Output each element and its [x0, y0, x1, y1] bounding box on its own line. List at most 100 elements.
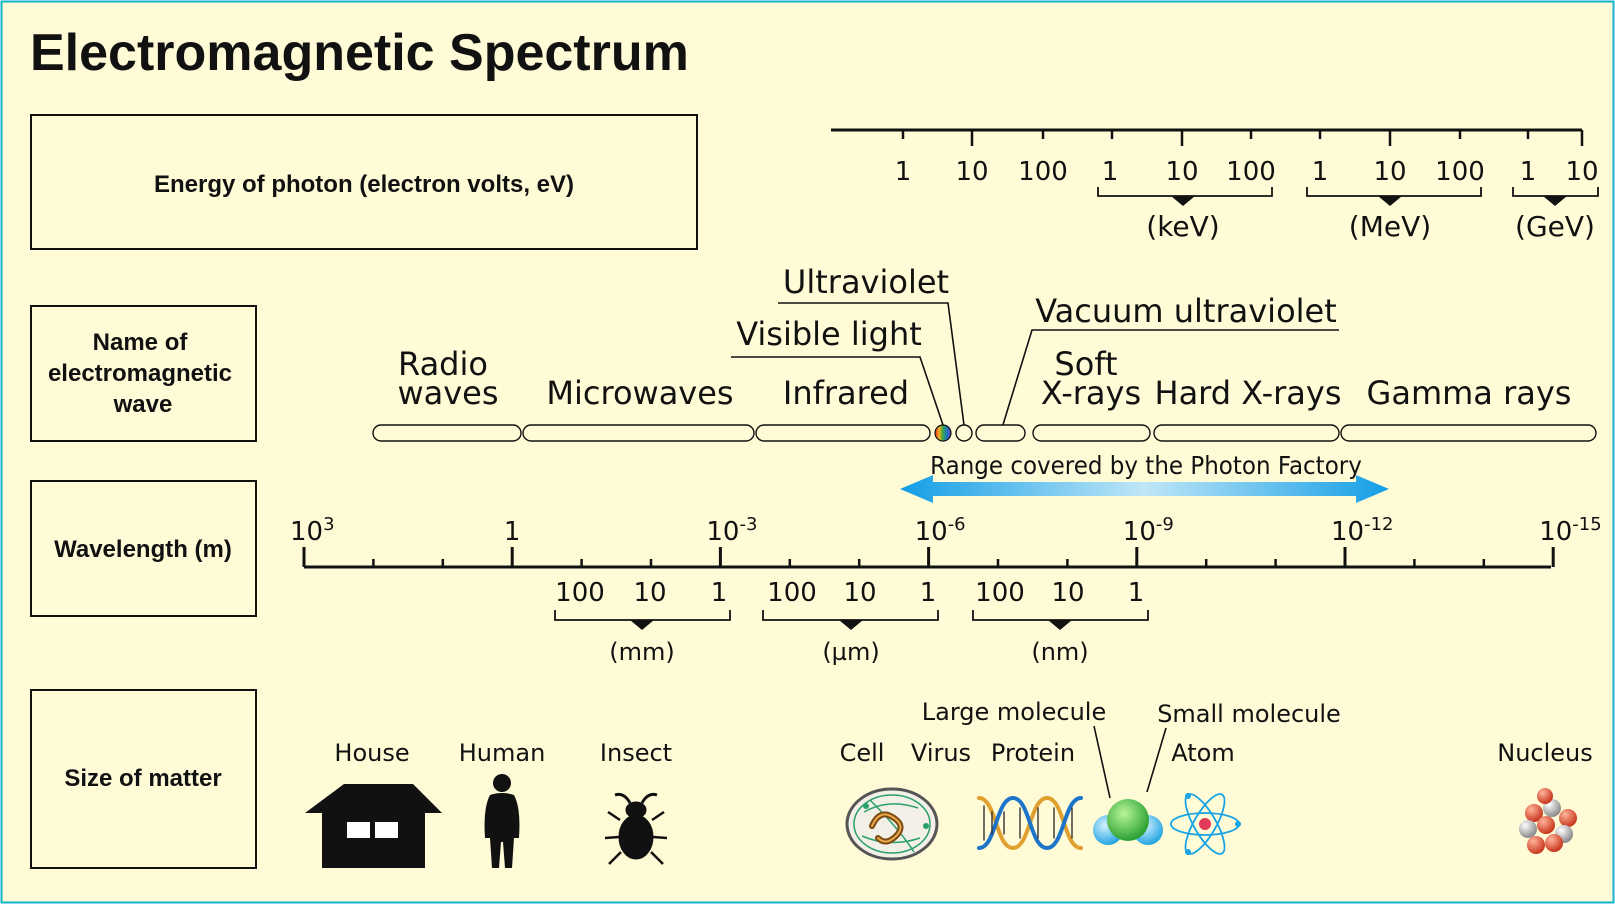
- energy-ticks: [901, 130, 1584, 146]
- wavelength-major-label: 10-6: [915, 514, 966, 547]
- photon-factory-label: Range covered by the Photon Factory: [930, 451, 1362, 480]
- wavelength-major-label: 1: [504, 517, 521, 547]
- energy-bracket-pointer: [1171, 196, 1195, 206]
- small-molecule-leader: [1146, 727, 1167, 793]
- wavelength-mantissa: 10: [290, 517, 323, 547]
- name-label-box: [30, 305, 257, 442]
- wavelength-sub-labels: 100 10 1 100 10 1 100 10 1: [555, 578, 1144, 608]
- ultraviolet-label: Ultraviolet: [783, 263, 949, 301]
- energy-tick-label: 1: [1520, 157, 1537, 187]
- visible-light-label: Visible light: [736, 315, 922, 353]
- wavelength-exponent: -9: [1156, 514, 1174, 535]
- wavelength-sub-label: 10: [633, 578, 666, 608]
- energy-unit-label: (keV): [1146, 210, 1219, 243]
- soft-xrays-label-1: Soft: [1054, 345, 1117, 383]
- wavelength-major-labels: 103 1 10-3 10-6 10-9 10-12 10-15: [290, 514, 1602, 547]
- energy-tick-label: 1: [1312, 157, 1329, 187]
- house-icon: [305, 784, 442, 868]
- gamma-rays-band: [1340, 424, 1597, 442]
- wavelength-sub-label: 1: [920, 578, 937, 608]
- energy-bracket-pointer: [1543, 196, 1567, 206]
- wavelength-sub-label: 10: [843, 578, 876, 608]
- wavelength-exponent: -3: [739, 514, 757, 535]
- large-molecule-label: Large molecule: [922, 698, 1107, 726]
- energy-row-label: Energy of photon (electron volts, eV): [154, 171, 574, 198]
- vacuum-ultraviolet-band: [975, 424, 1026, 442]
- photon-factory-range-arrow: [900, 475, 1389, 503]
- wavelength-major-label: 10-15: [1539, 514, 1602, 547]
- ultraviolet-band: [955, 424, 973, 442]
- vacuum-ultraviolet-label: Vacuum ultraviolet: [1035, 292, 1337, 330]
- energy-tick-label: 10: [1565, 157, 1598, 187]
- wavelength-major-label: 10-9: [1123, 514, 1174, 547]
- energy-tick-label: 100: [1226, 157, 1276, 187]
- cell-label: Cell: [840, 739, 885, 767]
- wavelength-row-label: Wavelength (m): [54, 536, 232, 563]
- nucleus-label: Nucleus: [1497, 739, 1593, 767]
- energy-tick-label: 10: [1165, 157, 1198, 187]
- ultraviolet-leader: [778, 302, 965, 426]
- insect-label: Insect: [600, 739, 672, 767]
- energy-tick-label: 100: [1018, 157, 1068, 187]
- cell-icon: [845, 787, 939, 861]
- wavelength-sub-label: 100: [555, 578, 605, 608]
- wavelength-major-label: 10-12: [1331, 514, 1394, 547]
- radio-waves-label-1: Radio: [398, 345, 488, 383]
- wavelength-exponent: -6: [948, 514, 966, 535]
- wavelength-sub-label: 1: [1128, 578, 1145, 608]
- small-molecule-label: Small molecule: [1157, 700, 1341, 728]
- virus-label: Virus: [911, 739, 971, 767]
- wavelength-bracket-pointer: [1048, 620, 1072, 630]
- infrared-label: Infrared: [783, 374, 909, 412]
- wavelength-mantissa: 10: [915, 517, 948, 547]
- nucleus-icon: [1519, 788, 1577, 854]
- wavelength-bracket-pointer: [839, 620, 863, 630]
- energy-label-box: [30, 114, 698, 250]
- gamma-rays-label: Gamma rays: [1367, 374, 1572, 412]
- hard-xrays-label: Hard X-rays: [1155, 374, 1342, 412]
- visible-light-band: [934, 424, 952, 442]
- soft-xrays-band: [1032, 424, 1151, 442]
- name-row-label-1: Name of: [93, 329, 189, 356]
- wavelength-mantissa: 10: [1331, 517, 1364, 547]
- wavelength-exponent: -15: [1572, 514, 1601, 535]
- large-molecule-leader: [1093, 725, 1111, 799]
- wavelength-sub-label: 10: [1051, 578, 1084, 608]
- atom-icon: [1170, 793, 1241, 855]
- energy-tick-labels: 1 10 100 1 10 100 1 10 100 1 10: [895, 157, 1599, 187]
- wavelength-major-label: 103: [290, 514, 335, 547]
- wavelength-exponent: 3: [323, 514, 334, 535]
- vacuum-ultraviolet-leader: [1001, 329, 1339, 429]
- page-title: Electromagnetic Spectrum: [30, 24, 689, 82]
- size-label-box: [30, 689, 257, 869]
- wavelength-mantissa: 10: [706, 517, 739, 547]
- wavelength-sub-label: 100: [975, 578, 1025, 608]
- soft-xrays-label-2: X-rays: [1041, 374, 1141, 412]
- radio-waves-band: [372, 424, 522, 442]
- insect-icon: [604, 792, 668, 865]
- wavelength-unit-label: (nm): [1031, 638, 1088, 666]
- wavelength-mantissa: 10: [1539, 517, 1572, 547]
- energy-unit-brackets: (keV) (MeV) (GeV): [1097, 187, 1599, 243]
- energy-tick-label: 10: [955, 157, 988, 187]
- wavelength-sub-label: 100: [767, 578, 817, 608]
- infrared-band: [755, 424, 931, 442]
- energy-unit-label: (GeV): [1515, 210, 1595, 243]
- size-row-label: Size of matter: [64, 765, 221, 792]
- human-icon: [484, 774, 520, 868]
- energy-bracket-pointer: [1378, 196, 1402, 206]
- human-label: Human: [459, 739, 546, 767]
- wavelength-unit-label: (mm): [609, 638, 674, 666]
- wavelength-mantissa: 1: [504, 517, 521, 547]
- microwaves-band: [522, 424, 755, 442]
- wavelength-label-box: [30, 480, 257, 617]
- wavelength-major-label: 10-3: [706, 514, 757, 547]
- wavelength-unit-brackets: (mm) (µm) (nm): [554, 610, 1149, 666]
- energy-tick-label: 1: [1102, 157, 1119, 187]
- wavelength-exponent: -12: [1364, 514, 1393, 535]
- molecule-icon: [1093, 799, 1163, 845]
- atom-label: Atom: [1171, 739, 1234, 767]
